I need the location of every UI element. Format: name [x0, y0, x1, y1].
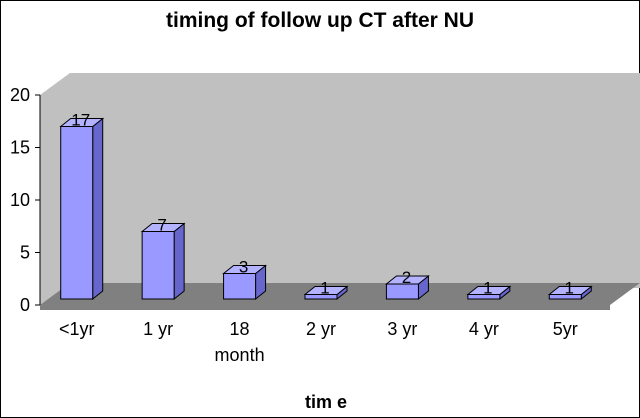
chart-title: timing of follow up CT after NU	[166, 9, 474, 32]
x-tick-label: 5yr	[553, 319, 578, 339]
x-tick-label: 2 yr	[306, 319, 336, 339]
data-label: 3	[239, 258, 248, 277]
y-tick-label: 10	[10, 190, 30, 210]
data-label: 1	[320, 279, 329, 298]
x-axis-ticks: <1yr 1 yr 18 month 2 yr 3 yr 4 yr 5yr	[59, 319, 578, 365]
floor-edge	[40, 305, 610, 310]
data-label: 7	[157, 216, 166, 235]
bars	[59, 117, 593, 301]
bar	[547, 285, 593, 301]
bar-side	[92, 117, 104, 301]
x-tick-label: 3 yr	[387, 319, 417, 339]
y-tick-label: 0	[20, 295, 30, 315]
x-tick-label: 4 yr	[469, 319, 499, 339]
data-label: 2	[402, 268, 411, 287]
y-tick-label: 15	[10, 138, 30, 158]
bar	[385, 274, 430, 301]
bar-front	[141, 231, 175, 300]
bar-front	[467, 294, 501, 300]
bar	[59, 117, 105, 301]
x-tick-label: 18 month	[215, 319, 265, 365]
x-tick-label: 1 yr	[143, 319, 173, 339]
bar-front	[223, 273, 257, 300]
data-labels: 17 7 3 1 2 1 1	[71, 111, 574, 298]
y-axis: 0 5 10 15 20	[10, 85, 41, 315]
plot-walls	[40, 73, 640, 310]
data-label: 17	[71, 111, 90, 130]
x-axis-label: tim e	[305, 392, 347, 412]
back-wall	[70, 73, 640, 288]
bar	[140, 222, 186, 301]
y-tick-label: 20	[10, 85, 30, 105]
bar	[222, 264, 267, 301]
bar-front	[385, 283, 419, 300]
bar	[466, 285, 512, 301]
data-label: 1	[483, 279, 492, 298]
bar-front	[60, 126, 94, 300]
bar-front	[548, 294, 582, 300]
bar-front	[304, 294, 338, 300]
bar	[303, 285, 349, 301]
bar-side	[173, 222, 185, 301]
x-tick-label: <1yr	[59, 319, 95, 339]
data-label: 1	[565, 279, 574, 298]
y-tick-label: 5	[20, 243, 30, 263]
